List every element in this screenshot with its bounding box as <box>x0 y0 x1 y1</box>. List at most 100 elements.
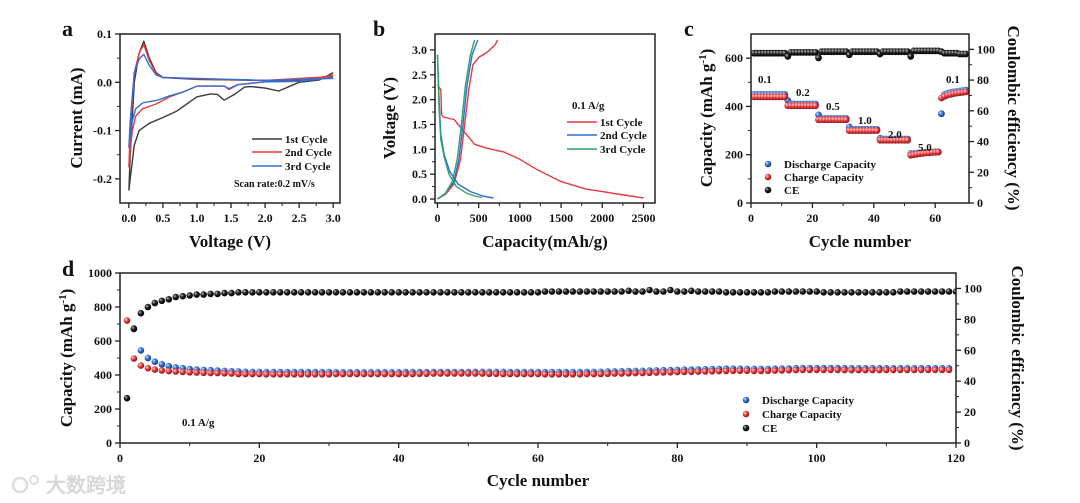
y-tick-label: 400 <box>94 368 112 382</box>
data-point-charge-capacity <box>618 370 625 377</box>
data-point-charge-capacity <box>604 370 611 378</box>
y2-axis-title: Coulombic efficiency (%) <box>1004 25 1023 210</box>
x-tick-label: 20 <box>253 451 265 465</box>
data-point-charge-capacity <box>771 367 779 374</box>
series-line-1 <box>437 39 499 200</box>
current-density-label: 0.5 <box>826 101 840 113</box>
data-point-ce <box>263 289 270 296</box>
legend-label: 3rd Cycle <box>285 161 331 173</box>
watermark-logo-icon <box>29 475 39 485</box>
data-point-charge-capacity <box>527 370 535 378</box>
data-point-ce <box>186 292 193 299</box>
current-density-label: 2.0 <box>888 129 902 141</box>
data-point-ce <box>534 289 542 296</box>
data-point-ce <box>688 287 695 295</box>
data-point-ce <box>815 54 822 62</box>
data-point-ce <box>151 299 159 307</box>
data-point-ce <box>590 288 597 295</box>
y-axis-title-text: Voltage (V) <box>380 77 399 159</box>
series-line-2 <box>436 54 494 199</box>
data-point-ce <box>548 288 556 295</box>
data-point-charge-capacity <box>228 370 235 377</box>
current-density-label: 5.0 <box>918 142 932 154</box>
data-point-charge-capacity <box>842 116 850 124</box>
data-point-charge-capacity <box>402 370 409 378</box>
watermark-text: 大数跨境 <box>46 473 126 497</box>
x-tick-label: 0 <box>748 211 754 225</box>
data-point-charge-capacity <box>242 370 249 378</box>
panel-letter: b <box>373 16 385 41</box>
data-point-charge-capacity <box>653 369 660 376</box>
legend-label: 1st Cycle <box>285 134 328 146</box>
data-point-ce <box>834 289 841 296</box>
legend-marker <box>742 396 750 404</box>
data-point-charge-capacity <box>729 367 737 375</box>
data-point-ce <box>479 289 486 296</box>
data-point-discharge-capacity <box>144 354 152 362</box>
data-point-charge-capacity <box>674 368 681 376</box>
data-point-charge-capacity <box>179 368 186 376</box>
legend-label: 3rd Cycle <box>600 144 646 156</box>
y-tick-label: 400 <box>725 99 743 113</box>
data-point-charge-capacity <box>625 370 632 377</box>
data-point-charge-capacity <box>820 366 827 374</box>
data-point-ce <box>416 289 423 296</box>
x-tick-label: 40 <box>393 451 405 465</box>
data-point-ce <box>869 289 876 296</box>
data-point-charge-capacity <box>938 366 946 374</box>
data-point-ce <box>903 288 911 295</box>
x-tick-label: 60 <box>532 451 544 465</box>
data-point-charge-capacity <box>694 368 702 375</box>
data-point-ce <box>890 289 897 296</box>
data-point-ce <box>855 289 862 296</box>
data-point-charge-capacity <box>137 362 145 369</box>
data-point-charge-capacity <box>465 370 472 377</box>
data-point-charge-capacity <box>660 369 667 376</box>
y2-tick-label: 100 <box>964 281 982 295</box>
data-point-charge-capacity <box>520 370 528 378</box>
data-point-charge-capacity <box>841 366 848 374</box>
y-tick-label: 0 <box>106 436 112 450</box>
data-point-ce <box>451 289 458 296</box>
data-point-ce <box>402 289 409 296</box>
data-point-ce <box>172 293 179 301</box>
data-point-charge-capacity <box>917 366 925 374</box>
data-point-ce <box>583 288 591 295</box>
legend-label: 2nd Cycle <box>285 147 332 159</box>
legend-label: 1st Cycle <box>600 117 643 129</box>
data-point-ce <box>820 289 827 296</box>
x-tick-label: 60 <box>929 211 941 225</box>
data-point-charge-capacity <box>263 371 270 378</box>
data-point-charge-capacity <box>904 136 911 144</box>
legend-label: CE <box>784 185 799 197</box>
data-point-ce <box>193 291 200 298</box>
legend-marker <box>764 173 772 181</box>
axes-frame <box>750 33 970 204</box>
data-point-ce <box>513 289 521 296</box>
data-point-ce <box>270 289 277 296</box>
data-point-ce <box>346 289 354 296</box>
data-point-ce <box>290 289 298 296</box>
x-axis-title: Capacity(mAh/g) <box>482 232 608 251</box>
data-point-ce <box>876 289 883 296</box>
data-point-charge-capacity <box>897 366 904 374</box>
x-tick-label: 20 <box>806 211 818 225</box>
data-point-ce <box>625 287 632 295</box>
y2-axis-title: Coulombic efficiency (%) <box>1008 265 1027 450</box>
y-axis-title-end: ) <box>697 49 716 55</box>
y-tick-label: 1000 <box>88 266 112 280</box>
data-point-charge-capacity <box>339 370 347 378</box>
y-axis-title-superscript: -1 <box>697 54 709 63</box>
current-density-label: 0.1 <box>946 74 960 86</box>
y-tick-label: 800 <box>94 300 112 314</box>
data-point-ce <box>764 289 772 296</box>
x-tick-label: 3.0 <box>326 211 341 225</box>
data-point-charge-capacity <box>353 370 361 378</box>
data-point-ce <box>367 289 375 296</box>
panel-letter: a <box>62 16 73 41</box>
y-axis-title-text: Current (mA) <box>67 67 86 168</box>
data-point-charge-capacity <box>144 364 152 372</box>
y-tick-label: 200 <box>725 148 743 162</box>
